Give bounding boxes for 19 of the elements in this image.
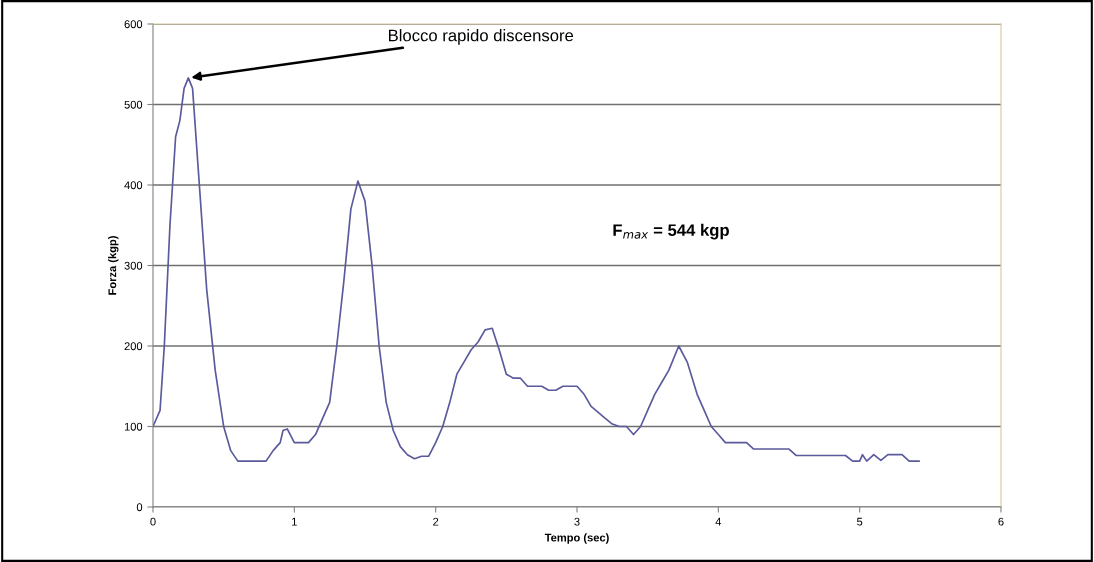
x-axis-title: Tempo (sec) (544, 533, 609, 544)
y-tick-label: 500 (124, 100, 143, 109)
y-tick-label: 100 (124, 422, 143, 431)
x-tick-label: 6 (998, 517, 1004, 526)
line-series (153, 77, 920, 462)
x-tick-label: 4 (715, 517, 722, 526)
y-tick-label: 300 (124, 261, 143, 270)
annotation: Blocco rapido discensore (388, 29, 574, 45)
x-tick-label: 0 (150, 517, 156, 526)
x-tick-label: 3 (574, 517, 580, 526)
y-tick-label: 400 (124, 181, 143, 190)
y-tick-label: 600 (124, 20, 143, 29)
x-tick-label: 1 (292, 517, 297, 526)
x-tick-label: 5 (857, 517, 863, 526)
y-axis-title: Forza (kgp) (108, 236, 119, 295)
y-tick-label: 200 (124, 342, 143, 351)
x-tick-label: 2 (433, 517, 439, 526)
y-tick-label: 0 (136, 503, 143, 512)
annotation: F$_{max}$ = 544 kgp (613, 223, 729, 240)
